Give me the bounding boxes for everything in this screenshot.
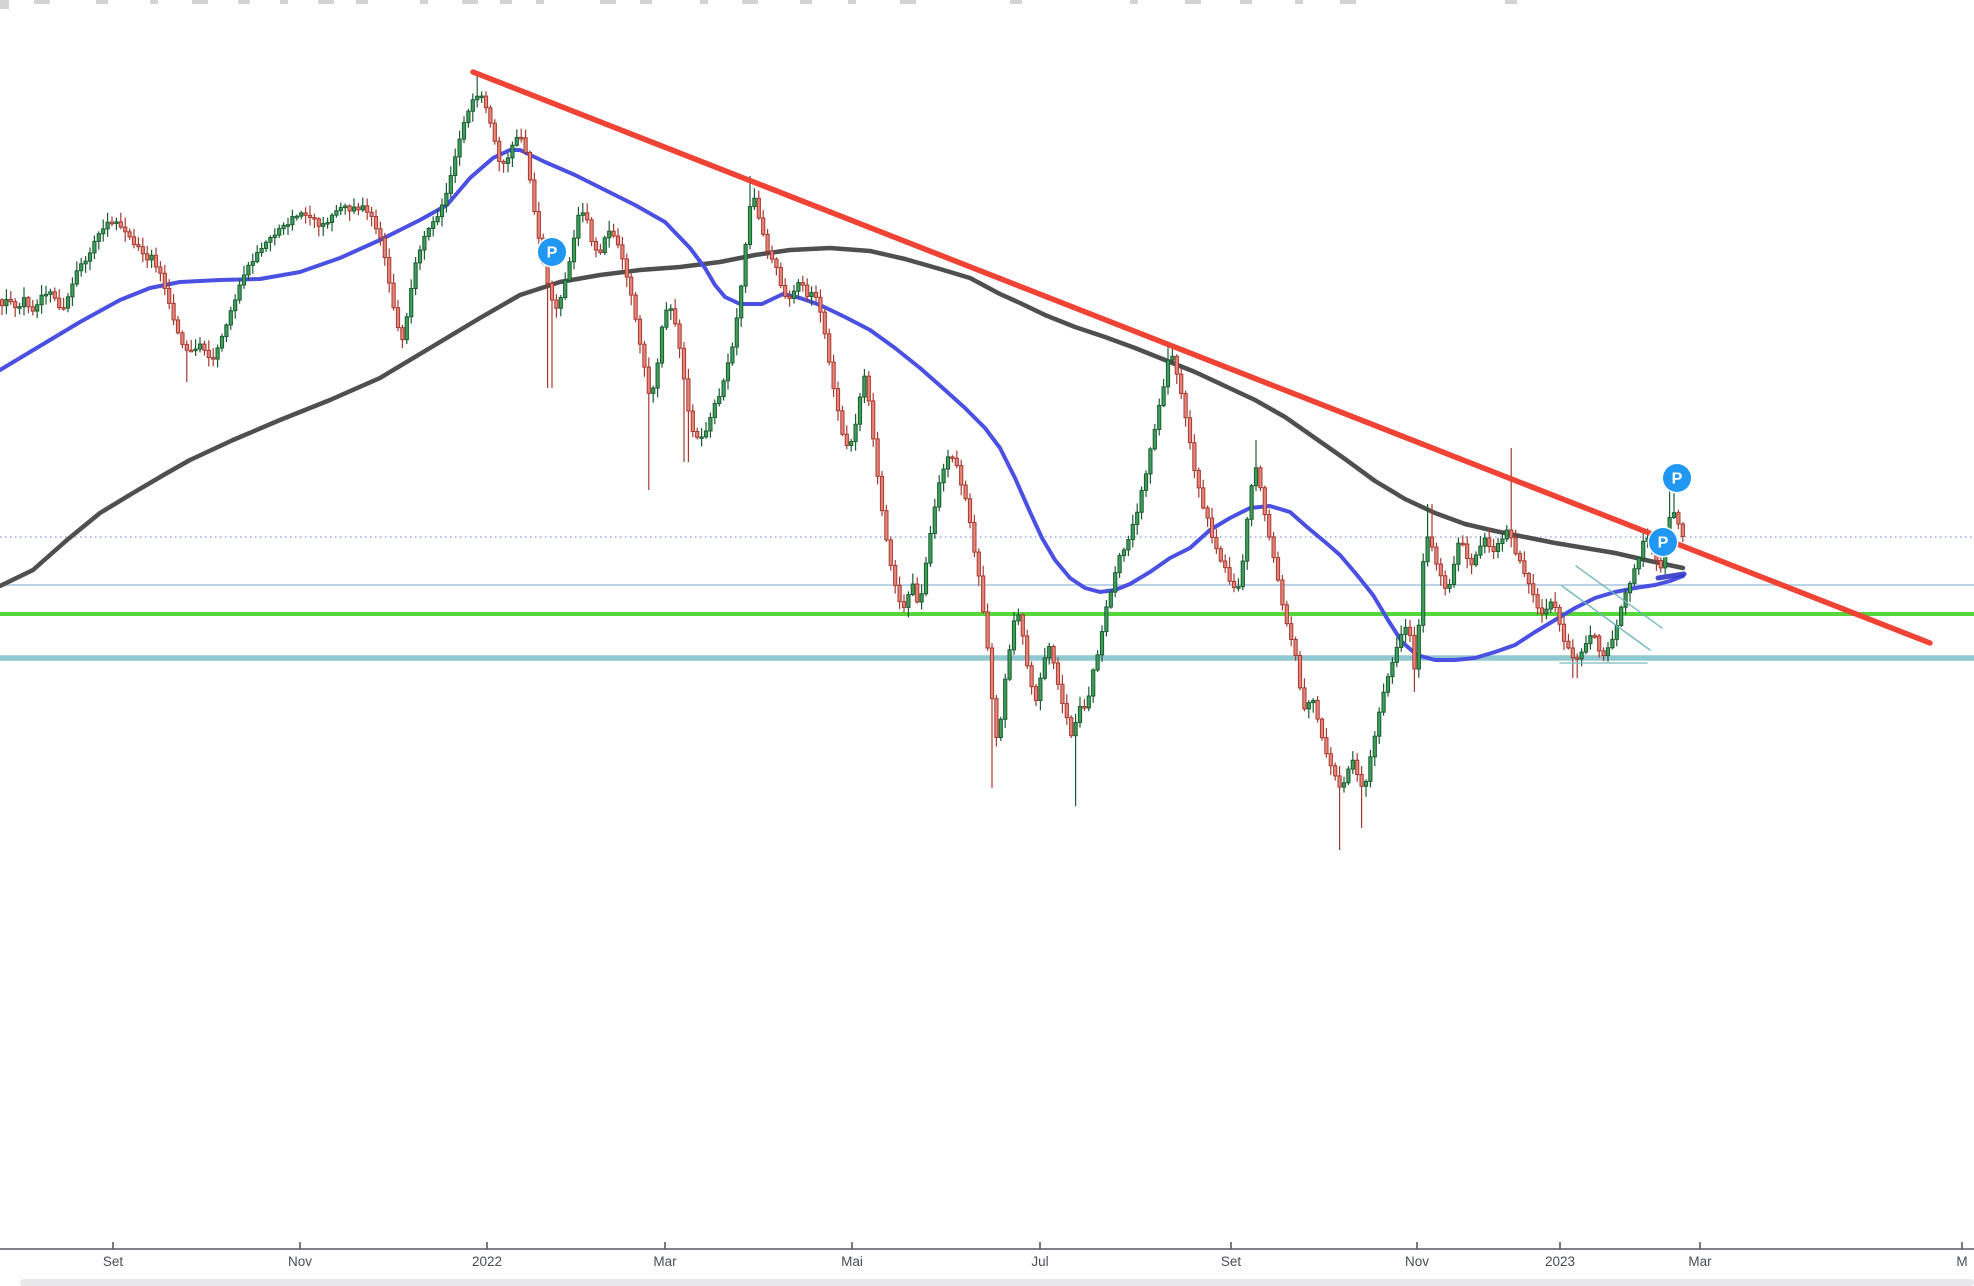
candle-series (0, 74, 1685, 850)
time-axis-label[interactable]: Mar (1688, 1254, 1712, 1269)
p-marker-badge[interactable]: P (536, 236, 568, 268)
bottom-scrollbar[interactable] (20, 1279, 1974, 1286)
p-markers[interactable]: P P P (536, 236, 1693, 558)
ma-fast-line[interactable] (0, 148, 1685, 662)
drawn-segments[interactable] (1559, 565, 1687, 664)
time-axis-label[interactable]: Set (1221, 1254, 1242, 1269)
time-axis-label[interactable]: Nov (1405, 1254, 1429, 1269)
time-axis-label[interactable]: Set (103, 1254, 124, 1269)
time-axis-label[interactable]: Mar (653, 1254, 677, 1269)
time-axis-label[interactable]: Jul (1031, 1254, 1048, 1269)
time-axis-label[interactable]: 2023 (1545, 1254, 1575, 1269)
p-marker-badge[interactable]: P (1661, 462, 1693, 494)
svg-text:P: P (1658, 535, 1669, 552)
time-axis[interactable]: Set Nov 2022 Mar Mai Jul Set Nov 2023 Mar M (0, 1242, 1974, 1269)
clipped-legend-row (0, 0, 1517, 9)
time-axis-label[interactable]: Mai (841, 1254, 863, 1269)
svg-text:P: P (547, 245, 558, 262)
p-marker-badge[interactable]: P (1647, 526, 1679, 558)
ma-slow-line[interactable] (0, 245, 1686, 589)
downtrend-line[interactable] (470, 69, 1933, 646)
time-axis-label[interactable]: 2022 (472, 1254, 502, 1269)
svg-text:P: P (1672, 471, 1683, 488)
time-axis-label[interactable]: M (1956, 1254, 1967, 1269)
time-axis-label[interactable]: Nov (288, 1254, 312, 1269)
